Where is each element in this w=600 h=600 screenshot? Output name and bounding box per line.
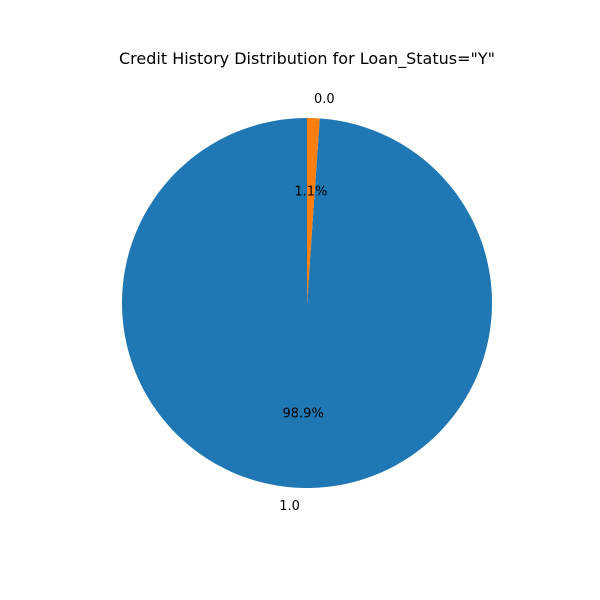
slices-layer: [121, 118, 492, 489]
pie-slice-1-0: [121, 118, 492, 489]
labels-layer: 1.0 98.9% 0.0 1.1%: [279, 92, 334, 514]
slice-percent-label: 1.1%: [294, 185, 327, 200]
slice-percent-label: 98.9%: [283, 406, 324, 421]
slice-label: 1.0: [279, 499, 300, 514]
slice-label: 0.0: [314, 92, 335, 107]
pie-slice-0-0: [307, 118, 320, 303]
chart-title: Credit History Distribution for Loan_Sta…: [119, 49, 495, 69]
